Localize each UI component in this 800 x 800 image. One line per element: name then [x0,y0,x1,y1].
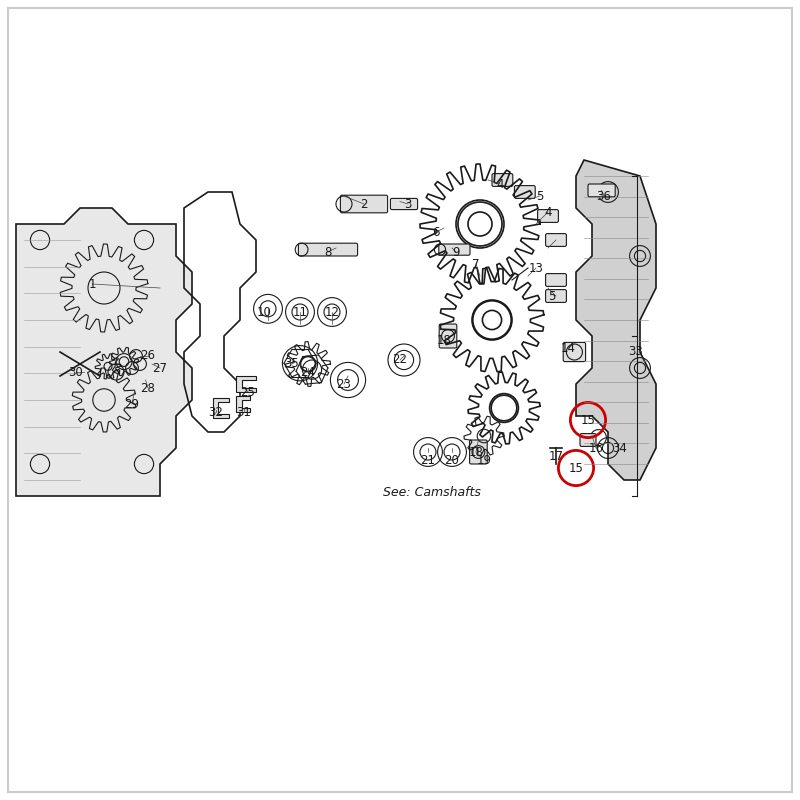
Text: 18: 18 [469,446,483,458]
Text: 18: 18 [437,334,451,346]
FancyBboxPatch shape [546,290,566,302]
Text: 7: 7 [472,258,480,270]
Text: 24: 24 [301,366,315,378]
Text: 1: 1 [88,278,96,290]
FancyBboxPatch shape [514,186,535,198]
Text: See: Camshafts: See: Camshafts [383,486,481,498]
Text: 36: 36 [597,190,611,202]
Text: 27: 27 [153,362,167,374]
Polygon shape [213,398,229,418]
Text: 10: 10 [257,306,271,318]
Text: 25: 25 [241,386,255,398]
Text: 5: 5 [548,290,556,302]
Text: 28: 28 [141,382,155,394]
Polygon shape [16,208,192,496]
Text: 26: 26 [141,350,155,362]
Text: 29: 29 [125,398,139,410]
Text: 4: 4 [544,206,552,218]
Text: 20: 20 [445,454,459,466]
FancyBboxPatch shape [546,274,566,286]
FancyBboxPatch shape [298,243,358,256]
Text: 15: 15 [581,414,595,426]
FancyBboxPatch shape [341,195,387,213]
Text: 32: 32 [209,406,223,418]
Text: 17: 17 [549,450,563,462]
Text: 16: 16 [589,442,603,454]
FancyBboxPatch shape [580,434,596,446]
FancyBboxPatch shape [563,342,586,362]
FancyBboxPatch shape [390,198,418,210]
Text: 21: 21 [421,454,435,466]
FancyBboxPatch shape [439,324,457,348]
Text: 5: 5 [536,190,544,202]
Polygon shape [576,160,656,480]
Text: 14: 14 [561,342,575,354]
Text: 23: 23 [337,378,351,390]
Text: 34: 34 [613,442,627,454]
Text: 9: 9 [452,246,460,258]
Text: 2: 2 [360,198,368,210]
Text: 30: 30 [69,366,83,378]
Text: 33: 33 [629,346,643,358]
FancyBboxPatch shape [470,440,487,464]
Text: 31: 31 [237,406,251,418]
Text: 13: 13 [529,262,543,274]
FancyBboxPatch shape [492,174,513,186]
Text: 15: 15 [569,462,583,474]
Text: 6: 6 [432,226,440,238]
FancyBboxPatch shape [538,210,558,222]
Text: 19: 19 [477,454,491,466]
Polygon shape [236,376,256,392]
FancyBboxPatch shape [546,234,566,246]
Text: 12: 12 [325,306,339,318]
Text: 11: 11 [293,306,307,318]
Polygon shape [236,396,250,412]
Text: 35: 35 [285,358,299,370]
Text: 8: 8 [324,246,332,258]
Text: 4: 4 [496,178,504,190]
Text: 22: 22 [393,354,407,366]
Text: 3: 3 [404,198,412,210]
FancyBboxPatch shape [438,244,470,255]
FancyBboxPatch shape [588,184,615,197]
